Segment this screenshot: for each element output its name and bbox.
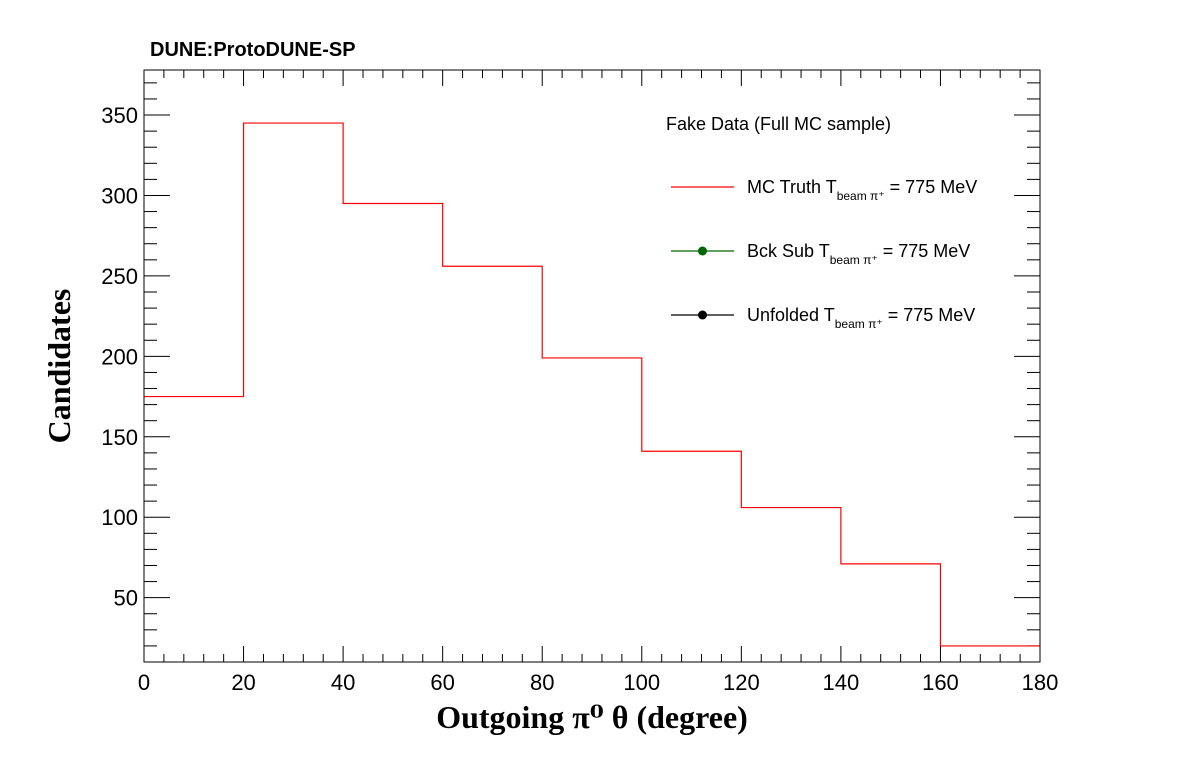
legend-marker-swatch — [698, 246, 707, 256]
histogram-bin — [542, 358, 642, 662]
histogram-step-line — [144, 122, 1040, 647]
legend-entry: Bck Sub Tbeam π⁺ = 775 MeV — [671, 241, 970, 267]
x-axis-label: Outgoing π⁰ θ (degree) — [436, 699, 748, 735]
histogram-bin — [841, 564, 941, 662]
plot-frame — [143, 69, 1041, 663]
x-tick-label: 80 — [530, 670, 554, 695]
legend-label: Unfolded Tbeam π⁺ = 775 MeV — [747, 305, 975, 331]
histogram-bin — [940, 646, 1040, 662]
legend-entry: MC Truth Tbeam π⁺ = 775 MeV — [671, 177, 977, 203]
x-tick-label: 40 — [331, 670, 355, 695]
histogram-bin — [343, 204, 443, 662]
x-tick-label: 0 — [138, 670, 150, 695]
axis-tick-labels: 0 20 40 60 80 100 120 140 160 180 50 100 150 200 250 30… — [101, 103, 1058, 695]
y-tick-label: 100 — [101, 505, 138, 530]
y-tick-label: 200 — [101, 344, 138, 369]
histogram-series — [144, 122, 1040, 662]
histogram-bin — [642, 451, 742, 662]
legend-header: Fake Data (Full MC sample) — [666, 114, 891, 134]
x-tick-label: 100 — [623, 670, 660, 695]
x-tick-label: 180 — [1022, 670, 1059, 695]
y-axis-label: Candidates — [41, 289, 77, 444]
legend-marker-swatch — [698, 310, 707, 320]
x-tick-label: 60 — [430, 670, 454, 695]
histogram-bin — [741, 508, 841, 662]
legend-label: Bck Sub Tbeam π⁺ = 775 MeV — [747, 241, 970, 267]
y-tick-label: 150 — [101, 425, 138, 450]
legend-entries: MC Truth Tbeam π⁺ = 775 MeV Bck Sub Tbeam… — [671, 177, 977, 331]
histogram-bin — [144, 397, 244, 662]
y-tick-label: 300 — [101, 183, 138, 208]
legend-entry: Unfolded Tbeam π⁺ = 775 MeV — [671, 305, 975, 331]
x-tick-label: 140 — [823, 670, 860, 695]
experiment-label: DUNE:ProtoDUNE-SP — [150, 39, 356, 61]
x-tick-label: 120 — [723, 670, 760, 695]
axis-ticks — [143, 70, 1041, 663]
histogram-bin — [244, 123, 344, 662]
histogram-bin — [443, 266, 543, 662]
x-tick-label: 160 — [922, 670, 959, 695]
y-tick-label: 350 — [101, 103, 138, 128]
y-tick-label: 250 — [101, 264, 138, 289]
legend-label: MC Truth Tbeam π⁺ = 775 MeV — [747, 177, 977, 203]
y-tick-label: 50 — [114, 586, 138, 611]
x-tick-label: 20 — [231, 670, 255, 695]
